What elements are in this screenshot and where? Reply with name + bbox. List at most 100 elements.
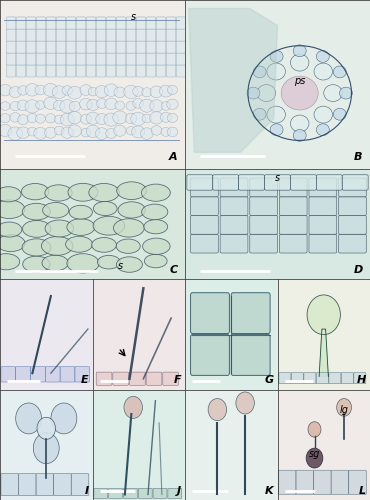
Circle shape <box>54 126 64 135</box>
Circle shape <box>52 86 66 99</box>
FancyBboxPatch shape <box>87 64 95 77</box>
Text: s: s <box>275 173 280 183</box>
Circle shape <box>270 50 283 62</box>
FancyBboxPatch shape <box>250 197 278 216</box>
Circle shape <box>60 114 74 126</box>
FancyBboxPatch shape <box>354 372 366 384</box>
Circle shape <box>144 254 167 268</box>
Circle shape <box>25 100 40 113</box>
Circle shape <box>17 100 29 111</box>
FancyBboxPatch shape <box>213 174 239 190</box>
FancyBboxPatch shape <box>1 474 18 496</box>
Circle shape <box>314 106 333 123</box>
Circle shape <box>314 63 333 80</box>
Circle shape <box>0 235 25 252</box>
FancyBboxPatch shape <box>156 52 166 65</box>
Circle shape <box>68 184 98 201</box>
Circle shape <box>89 184 119 202</box>
FancyBboxPatch shape <box>67 64 75 77</box>
Circle shape <box>131 112 145 126</box>
Circle shape <box>140 99 154 112</box>
FancyBboxPatch shape <box>176 52 186 65</box>
Circle shape <box>68 86 82 99</box>
Circle shape <box>142 238 170 254</box>
Text: H: H <box>357 376 366 386</box>
FancyBboxPatch shape <box>138 488 152 498</box>
Circle shape <box>93 216 125 235</box>
FancyBboxPatch shape <box>127 40 136 54</box>
Circle shape <box>267 63 285 80</box>
Circle shape <box>27 114 37 123</box>
Circle shape <box>23 220 51 238</box>
FancyBboxPatch shape <box>147 64 156 77</box>
FancyBboxPatch shape <box>47 64 55 77</box>
Circle shape <box>160 112 171 122</box>
Circle shape <box>105 98 118 110</box>
Circle shape <box>21 184 49 200</box>
Circle shape <box>35 85 46 95</box>
Circle shape <box>340 87 353 99</box>
FancyBboxPatch shape <box>176 40 186 54</box>
Circle shape <box>61 127 73 138</box>
Circle shape <box>69 101 80 112</box>
FancyBboxPatch shape <box>349 470 366 494</box>
Text: J: J <box>177 486 181 496</box>
FancyBboxPatch shape <box>124 488 137 498</box>
FancyBboxPatch shape <box>191 216 218 234</box>
Text: L: L <box>359 486 366 496</box>
Circle shape <box>86 112 100 124</box>
FancyBboxPatch shape <box>163 372 178 386</box>
FancyBboxPatch shape <box>127 64 136 77</box>
Circle shape <box>67 254 99 273</box>
FancyBboxPatch shape <box>136 52 146 65</box>
FancyBboxPatch shape <box>17 17 26 29</box>
FancyBboxPatch shape <box>191 178 218 197</box>
Circle shape <box>151 126 162 135</box>
Text: s: s <box>118 262 123 272</box>
Circle shape <box>9 86 21 98</box>
Circle shape <box>125 113 137 124</box>
Circle shape <box>92 238 117 252</box>
Circle shape <box>43 84 58 96</box>
Circle shape <box>281 76 318 110</box>
Circle shape <box>133 98 144 108</box>
FancyBboxPatch shape <box>279 178 307 197</box>
FancyBboxPatch shape <box>331 470 349 494</box>
FancyBboxPatch shape <box>17 52 26 65</box>
Circle shape <box>80 114 91 124</box>
Circle shape <box>316 50 329 62</box>
FancyBboxPatch shape <box>96 52 106 65</box>
FancyBboxPatch shape <box>96 29 106 42</box>
Circle shape <box>117 182 147 200</box>
Circle shape <box>45 185 72 201</box>
FancyBboxPatch shape <box>166 52 176 65</box>
FancyBboxPatch shape <box>279 372 291 384</box>
Circle shape <box>44 127 57 138</box>
Text: D: D <box>353 265 363 275</box>
Circle shape <box>142 88 152 97</box>
FancyBboxPatch shape <box>27 52 36 65</box>
Circle shape <box>270 124 283 136</box>
FancyBboxPatch shape <box>191 334 229 376</box>
Text: G: G <box>265 376 274 386</box>
Circle shape <box>17 127 29 138</box>
Circle shape <box>44 97 57 110</box>
FancyBboxPatch shape <box>156 29 166 42</box>
FancyBboxPatch shape <box>36 64 46 77</box>
Circle shape <box>131 126 145 138</box>
FancyBboxPatch shape <box>113 372 129 386</box>
Circle shape <box>81 128 91 137</box>
Circle shape <box>80 98 92 110</box>
FancyBboxPatch shape <box>36 29 46 42</box>
Circle shape <box>51 403 77 434</box>
Circle shape <box>167 99 178 110</box>
Circle shape <box>150 100 163 112</box>
FancyBboxPatch shape <box>250 216 278 234</box>
FancyBboxPatch shape <box>7 40 16 54</box>
Text: A: A <box>169 152 178 162</box>
FancyBboxPatch shape <box>45 366 60 382</box>
FancyBboxPatch shape <box>56 52 66 65</box>
Circle shape <box>141 184 170 202</box>
Circle shape <box>114 125 126 136</box>
Circle shape <box>161 128 171 136</box>
